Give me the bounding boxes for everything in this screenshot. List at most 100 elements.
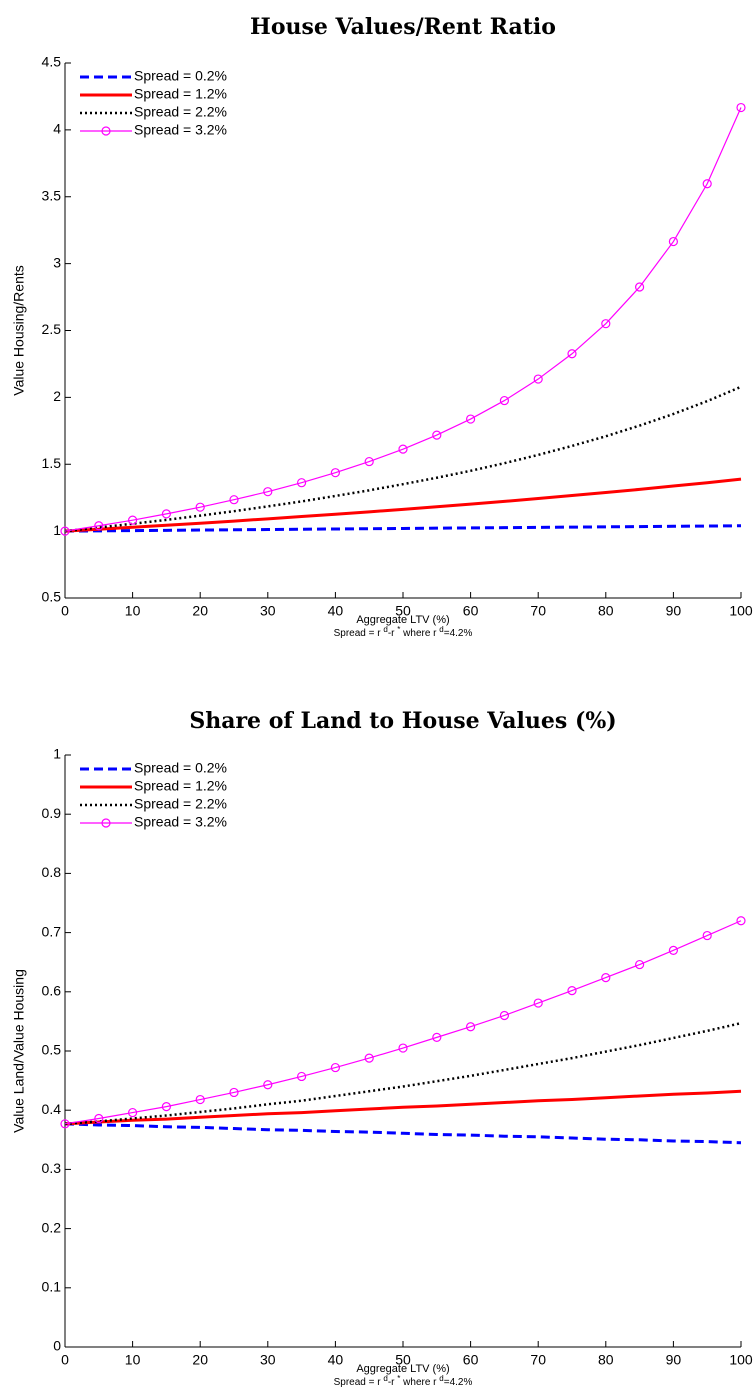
marker [601, 319, 611, 329]
y-tick-label: 2 [53, 388, 61, 404]
marker [195, 502, 205, 512]
y-tick-label: 0.6 [42, 983, 62, 999]
x-axis-note: Spread = r d-r * where r d=4.2% [334, 625, 473, 639]
marker [736, 916, 746, 926]
chart-title: Share of Land to House Values (%) [189, 708, 616, 734]
chart: Share of Land to House Values (%) 0 0.1 0.2… [11, 708, 753, 1388]
legend-label: Spread = 2.2% [134, 796, 227, 812]
marker [263, 1080, 273, 1090]
note-part: Spread = r [334, 1377, 384, 1388]
x-tick-label: 10 [125, 603, 141, 619]
marker [263, 487, 273, 497]
series-line [64, 1122, 742, 1145]
y-tick-label: 0.7 [42, 923, 62, 939]
marker [634, 959, 645, 970]
series-line [64, 524, 742, 533]
series-line [64, 920, 742, 1125]
x-tick-label: 10 [125, 1352, 141, 1368]
marker [229, 1087, 239, 1098]
x-tick-label: 90 [666, 603, 682, 619]
marker [128, 1107, 138, 1118]
x-tick-label: 80 [598, 603, 614, 619]
x-axis-label: Aggregate LTV (%) [356, 614, 449, 626]
x-tick-label: 30 [260, 603, 276, 619]
x-tick-label: 70 [530, 1352, 546, 1368]
marker [466, 1022, 476, 1032]
marker [466, 414, 476, 424]
marker [330, 468, 340, 478]
marker [94, 521, 104, 531]
marker [567, 986, 577, 996]
y-tick-label: 1.5 [42, 455, 62, 471]
marker [567, 349, 577, 359]
x-tick-label: 50 [395, 603, 411, 619]
marker [60, 526, 70, 536]
x-tick-label: 60 [463, 603, 479, 619]
legend-label: Spread = 2.2% [134, 104, 227, 120]
note-part: =4.2% [444, 628, 473, 639]
x-tick-label: 80 [598, 1352, 614, 1368]
chart: House Values/Rent Ratio 0.5 1 1.5 2 2.5 3 3.5 4 4… [11, 14, 753, 639]
marker [432, 1032, 442, 1042]
x-tick-label: 60 [463, 1352, 479, 1368]
marker [634, 282, 645, 292]
series-line [64, 477, 742, 533]
y-tick-label: 1 [53, 746, 61, 762]
marker [432, 430, 442, 440]
marker [364, 456, 374, 467]
x-axis-note: Spread = r d-r * where r d=4.2% [334, 1374, 473, 1388]
y-tick-label: 0.8 [42, 864, 62, 880]
x-tick-label: 100 [729, 1352, 753, 1368]
legend-label: Spread = 3.2% [134, 814, 227, 830]
legend-label: Spread = 3.2% [134, 122, 227, 138]
marker [297, 1071, 307, 1082]
y-tick-label: 0.3 [42, 1160, 62, 1176]
chart-title: House Values/Rent Ratio [250, 14, 556, 40]
y-tick-label: 0.1 [42, 1279, 62, 1295]
note-part: -r [388, 1377, 397, 1388]
note-part: d [383, 625, 387, 634]
x-tick-label: 20 [192, 603, 208, 619]
marker [94, 1113, 104, 1124]
x-axis-label: Aggregate LTV (%) [356, 1363, 449, 1375]
y-tick-label: 4 [53, 121, 61, 137]
marker [229, 495, 239, 505]
legend-marker [101, 126, 111, 136]
series-line [64, 385, 742, 533]
legend-label: Spread = 1.2% [134, 778, 227, 794]
marker [499, 1010, 509, 1021]
y-tick-label: 0.5 [42, 1042, 62, 1058]
legend-label: Spread = 1.2% [134, 86, 227, 102]
y-tick-label: 2.5 [42, 321, 62, 337]
x-tick-label: 100 [729, 603, 753, 619]
note-part: d [439, 1374, 443, 1383]
marker [533, 374, 543, 384]
marker [364, 1053, 374, 1063]
x-tick-label: 20 [192, 1352, 208, 1368]
y-tick-label: 0.9 [42, 805, 62, 821]
note-part: d [439, 625, 443, 634]
x-tick-label: 90 [666, 1352, 682, 1368]
series-line [64, 1021, 742, 1126]
note-part: Spread = r [334, 628, 384, 639]
note-part: where r [400, 628, 439, 639]
y-tick-label: 0.2 [42, 1219, 62, 1235]
marker [668, 945, 679, 955]
note-part: -r [388, 628, 397, 639]
y-tick-label: 0.4 [42, 1101, 62, 1117]
marker [398, 444, 408, 454]
marker [128, 515, 138, 525]
series-line [64, 1089, 742, 1126]
y-axis-label: Value Land/Value Housing [11, 969, 27, 1133]
marker [533, 998, 543, 1008]
y-axis-label: Value Housing/Rents [11, 265, 27, 395]
marker [161, 509, 171, 519]
y-tick-label: 0.5 [42, 589, 62, 605]
y-tick-label: 4.5 [42, 54, 62, 70]
marker [60, 1119, 70, 1129]
marker [297, 478, 307, 488]
x-tick-label: 40 [328, 603, 344, 619]
x-tick-label: 0 [61, 603, 69, 619]
legend-label: Spread = 0.2% [134, 68, 227, 84]
